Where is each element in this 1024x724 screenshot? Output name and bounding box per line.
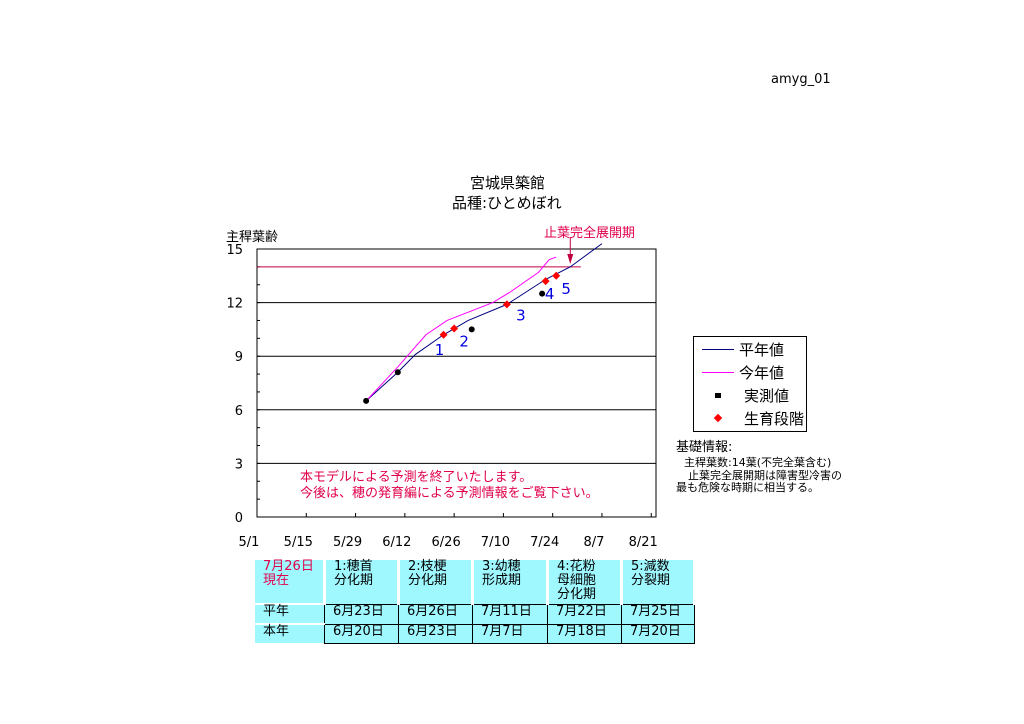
table-cell: 7月25日 (621, 603, 695, 625)
chart-title: 宮城県築館 (470, 174, 546, 192)
stage-label: 1 (435, 341, 445, 359)
header-stage-2: 2:枝梗 分化期 (398, 559, 474, 604)
y-tick-label: 0 (235, 511, 243, 526)
legend-item: 生育段階 (694, 407, 804, 429)
table-cell: 7月18日 (547, 623, 622, 644)
header-line: 4:花粉 (557, 559, 596, 574)
header-line: 1:穂首 (334, 559, 373, 574)
measured-point (363, 397, 370, 404)
table-cell: 6月23日 (324, 603, 399, 625)
row-label: 本年 (255, 623, 325, 643)
stage-label: 4 (545, 285, 555, 303)
stage-point (502, 300, 511, 309)
legend-stage: 生育段階 (744, 409, 805, 428)
table-row: 平年 6月23日 6月26日 7月11日 7月22日 7月25日 (255, 603, 695, 625)
legend-item: 平年値 (694, 338, 784, 360)
normal-line-swatch (702, 348, 734, 350)
threshold-label: 止葉完全展開期 (544, 226, 636, 241)
stage-label: 5 (561, 280, 571, 298)
stage-point (541, 277, 550, 286)
x-tick-label: 5/15 (284, 535, 313, 550)
table-row: 本年 6月20日 6月23日 7月7日 7月18日 7月20日 (255, 623, 695, 644)
plot-frame (256, 248, 657, 518)
stage-point (552, 271, 561, 280)
stage-label: 2 (459, 333, 469, 351)
measured-point (468, 326, 475, 333)
x-tick-label: 7/10 (481, 535, 510, 550)
stage-marker-swatch (713, 413, 723, 423)
legend-item: 今年値 (694, 361, 784, 383)
table-cell: 6月26日 (398, 603, 473, 625)
x-tick-label: 5/29 (333, 535, 362, 550)
table-corner: 7月26日 現在 (255, 559, 326, 604)
header-line: 2:枝梗 (408, 559, 447, 574)
x-tick-label: 6/12 (382, 535, 411, 550)
header-stage-4: 4:花粉 母細胞 分化期 (547, 559, 623, 604)
measured-point (394, 369, 401, 376)
header-stage-3: 3:幼穂 形成期 (472, 559, 549, 604)
row-label: 平年 (255, 603, 325, 624)
annotation: 本モデルによる予測を終了いたします。 今後は、穂の発育編による予測情報をご覧下さ… (300, 470, 599, 502)
corner-date: 7月26日 (263, 559, 314, 574)
table-cell: 7月22日 (547, 603, 622, 625)
header-line: 分裂期 (631, 573, 671, 588)
legend-this-year: 今年値 (739, 363, 785, 382)
stage-point (439, 330, 448, 339)
legend: 平年値 今年値 実測値 生育段階 (693, 336, 807, 432)
header-stage-1: 1:穂首 分化期 (324, 559, 400, 604)
info-note-1: 止葉完全展開期は障害型冷害の (688, 469, 842, 482)
table-cell: 6月23日 (398, 623, 473, 644)
table-cell: 7月7日 (472, 623, 548, 644)
x-tick-label: 8/7 (583, 535, 604, 550)
header-line: 母細胞 (557, 573, 597, 588)
y-tick-label: 3 (235, 457, 243, 472)
header-line: 分化期 (334, 573, 374, 588)
legend-measured: 実測値 (744, 386, 790, 405)
stage-date-table: 7月26日 現在 1:穂首 分化期 2:枝梗 分化期 3:幼穂 形成期 4:花粉 母細胞分… (255, 560, 696, 644)
normal-line (365, 243, 603, 402)
stage-point (450, 324, 459, 333)
info-note-2: 最も危険な時期に相当する。 (676, 481, 819, 494)
info-note: 止葉完全展開期は障害型冷害の 最も危険な時期に相当する。 (676, 469, 842, 494)
measured-point (539, 290, 546, 297)
x-tick-label: 8/21 (629, 535, 658, 550)
y-axis-label: 主稈葉齢 (226, 230, 279, 245)
x-tick-label: 5/1 (239, 535, 260, 550)
header-line: 分化期 (557, 587, 597, 602)
header-line: 分化期 (408, 573, 448, 588)
header-line: 3:幼穂 (482, 559, 521, 574)
info-heading: 基礎情報: (676, 440, 733, 455)
page-id: amyg_01 (771, 72, 831, 87)
legend-item: 実測値 (694, 384, 789, 406)
x-tick-label: 6/26 (432, 535, 461, 550)
info-leaf-count: 主稈葉数:14葉(不完全葉含む) (684, 456, 832, 469)
table-cell: 7月20日 (621, 623, 695, 644)
this-year-line-swatch (702, 371, 734, 373)
annotation-line-2: 今後は、穂の発育編による予測情報をご覧下さい。 (300, 486, 599, 501)
y-tick-label: 9 (235, 350, 243, 365)
y-tick-label: 6 (235, 404, 243, 419)
y-tick-label: 12 (226, 297, 243, 312)
table-header-row: 7月26日 現在 1:穂首 分化期 2:枝梗 分化期 3:幼穂 形成期 4:花粉 母細胞分… (255, 559, 696, 604)
this-year-line (365, 256, 557, 402)
y-tick-label: 15 (226, 243, 243, 258)
chart-subtitle: 品種:ひとめぼれ (452, 194, 562, 212)
annotation-line-1: 本モデルによる予測を終了いたします。 (300, 470, 533, 485)
header-line: 形成期 (482, 573, 522, 588)
header-stage-5: 5:減数 分裂期 (621, 559, 696, 604)
legend-normal: 平年値 (739, 340, 785, 359)
table-cell: 6月20日 (324, 623, 399, 644)
corner-current: 現在 (263, 573, 290, 588)
measured-marker-swatch (715, 392, 721, 398)
threshold-arrow-head-icon (567, 254, 574, 264)
table-cell: 7月11日 (472, 603, 548, 625)
x-tick-label: 7/24 (530, 535, 559, 550)
header-line: 5:減数 (631, 559, 670, 574)
stage-label: 3 (516, 306, 526, 324)
